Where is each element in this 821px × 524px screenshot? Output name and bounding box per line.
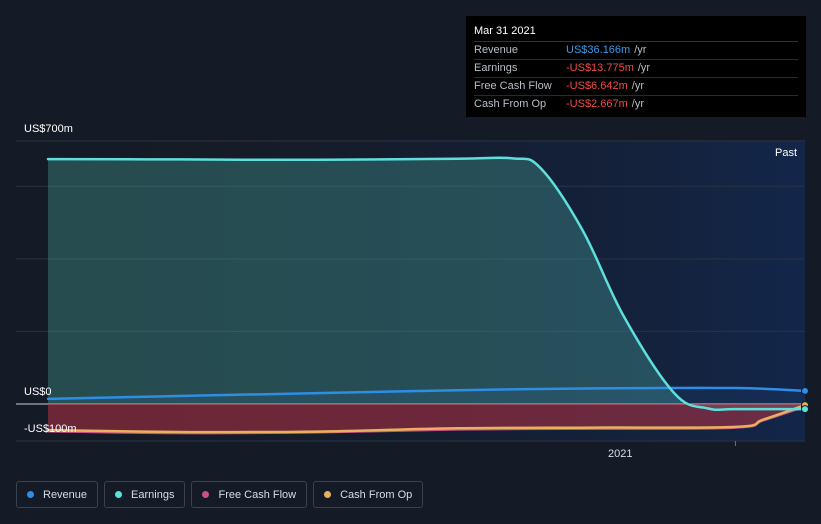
legend-item-revenue[interactable]: Revenue: [16, 481, 99, 508]
tooltip-row-earnings: Earnings -US$13.775m /yr: [474, 60, 798, 78]
y-label-bottom: -US$100m: [24, 423, 77, 435]
cash-from-op-area: [48, 404, 805, 433]
tooltip-row-cash-from-op: Cash From Op -US$2.667m /yr: [474, 96, 798, 113]
tooltip-row-revenue: Revenue US$36.166m /yr: [474, 42, 798, 60]
revenue-end-point: [801, 386, 809, 395]
legend-item-earnings[interactable]: Earnings: [104, 481, 186, 508]
tooltip-name: Free Cash Flow: [474, 80, 552, 92]
tooltip-name: Earnings: [474, 62, 518, 74]
tooltip-name: Cash From Op: [474, 98, 547, 110]
y-label-zero: US$0: [24, 386, 52, 398]
tooltip-date: Mar 31 2021: [474, 24, 798, 42]
legend-label: Cash From Op: [340, 488, 413, 501]
y-label-top: US$700m: [24, 123, 73, 135]
tooltip-value: -US$6.642m: [566, 80, 628, 92]
legend-label: Revenue: [43, 488, 88, 501]
free-cash-flow-dot-icon: [202, 491, 210, 498]
earnings-area: [48, 157, 805, 410]
cash-from-op-dot-icon: [324, 491, 332, 498]
earnings-end-point: [801, 405, 809, 414]
tooltip-unit: /yr: [631, 80, 644, 92]
revenue-dot-icon: [27, 491, 34, 498]
tooltip: Mar 31 2021 Revenue US$36.166m /yr Earni…: [466, 16, 806, 117]
earnings-line: [46, 156, 807, 412]
x-label-2021: 2021: [608, 448, 633, 460]
tooltip-unit: /yr: [637, 62, 651, 74]
legend-item-free-cash-flow[interactable]: Free Cash Flow: [191, 481, 308, 508]
revenue-area: [48, 387, 805, 404]
tooltip-name: Revenue: [474, 44, 519, 56]
past-label: Past: [774, 147, 797, 159]
tooltip-unit: /yr: [631, 98, 644, 110]
tooltip-unit: /yr: [634, 44, 647, 56]
tooltip-value: -US$2.667m: [566, 98, 628, 110]
legend-label: Free Cash Flow: [218, 488, 297, 501]
legend: Revenue Earnings Free Cash Flow Cash Fro…: [16, 481, 424, 508]
free-cash-flow-area: [48, 404, 805, 434]
legend-label: Earnings: [131, 488, 175, 501]
tooltip-value: US$36.166m: [566, 44, 631, 56]
cash-from-op-line: [46, 403, 807, 434]
legend-item-cash-from-op[interactable]: Cash From Op: [313, 481, 424, 508]
tooltip-row-free-cash-flow: Free Cash Flow -US$6.642m /yr: [474, 78, 798, 96]
earnings-dot-icon: [115, 491, 123, 498]
revenue-line: [46, 386, 807, 401]
tooltip-value: -US$13.775m: [566, 62, 634, 74]
